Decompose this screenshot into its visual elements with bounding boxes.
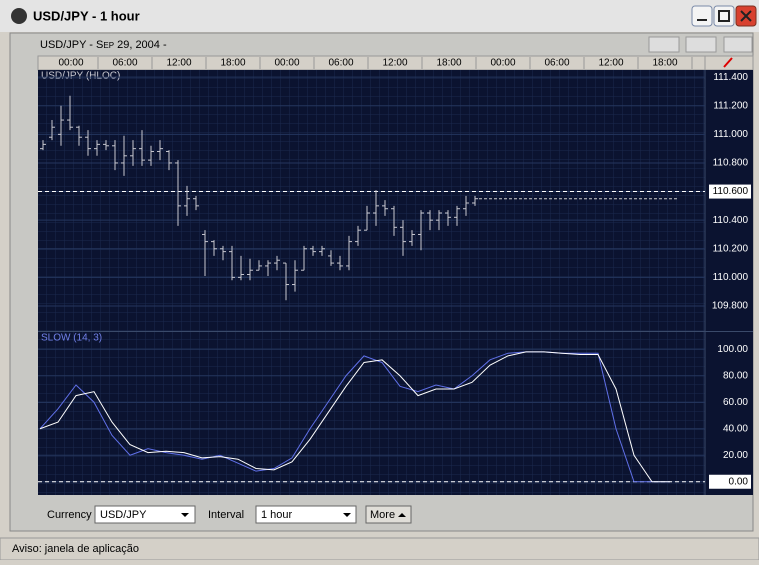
more-button[interactable] xyxy=(365,505,412,524)
y-tick-label: 40.00 xyxy=(723,423,748,434)
oscillator-grid xyxy=(38,332,705,495)
price-panel-label: USD/JPY (HLOC) xyxy=(41,71,120,82)
dropdown-arrow xyxy=(181,513,189,517)
time-label: 00:00 xyxy=(274,58,299,69)
time-label: 00:00 xyxy=(490,58,515,69)
time-label: 18:00 xyxy=(436,58,461,69)
price-grid xyxy=(38,70,705,331)
currency-value: USD/JPY xyxy=(100,509,147,521)
more-arrow xyxy=(398,513,406,517)
interval-value: 1 hour xyxy=(261,509,293,521)
y-tick-label: 110.200 xyxy=(713,243,749,254)
time-label: 12:00 xyxy=(382,58,407,69)
status-text: Aviso: janela de aplicação xyxy=(12,543,139,555)
maximize-button[interactable] xyxy=(713,5,735,27)
y-tick-label: 110.400 xyxy=(713,215,749,226)
y-tick-label: 110.600 xyxy=(713,186,749,197)
y-tick-label: 60.00 xyxy=(723,397,748,408)
time-label: 18:00 xyxy=(220,58,245,69)
app-icon xyxy=(11,8,27,24)
zoom-toggle[interactable] xyxy=(648,36,680,53)
y-tick-label: 110.800 xyxy=(713,158,749,169)
title-bar xyxy=(0,0,759,32)
highlight-box xyxy=(709,474,751,489)
currency-label: Currency xyxy=(47,509,92,521)
interval-select[interactable] xyxy=(255,505,357,524)
y-tick-label: 80.00 xyxy=(723,370,748,381)
y-tick-label: 110.000 xyxy=(713,272,749,283)
draw-tool-icon xyxy=(723,57,733,68)
dropdown-arrow xyxy=(343,513,351,517)
y-tick-label: 109.800 xyxy=(712,301,749,312)
minimize-button[interactable] xyxy=(691,5,713,27)
currency-select[interactable] xyxy=(94,505,196,524)
time-label: 12:00 xyxy=(166,58,191,69)
time-label: 06:00 xyxy=(544,58,569,69)
time-label: 06:00 xyxy=(328,58,353,69)
y-tick-label: 0.00 xyxy=(729,476,749,487)
y-tick-label: 100.00 xyxy=(717,344,748,355)
time-label: 00:00 xyxy=(58,58,83,69)
time-label: 18:00 xyxy=(652,58,677,69)
draw-tool[interactable] xyxy=(704,55,754,71)
scroll-buttons[interactable] xyxy=(723,36,753,53)
y-tick-label: 111.400 xyxy=(713,72,748,83)
y-tick-label: 111.000 xyxy=(713,129,748,140)
zoom-buttons[interactable] xyxy=(685,36,717,53)
time-label: 06:00 xyxy=(112,58,137,69)
window-button-glyphs xyxy=(697,10,752,22)
y-tick-label: 20.00 xyxy=(723,450,748,461)
window-title: USD/JPY - 1 hour xyxy=(33,8,140,23)
chart-header: USD/JPY - Sep 29, 2004 - xyxy=(40,39,167,51)
oscillator-line xyxy=(39,351,670,483)
time-label: 12:00 xyxy=(598,58,623,69)
y-tick-label: 111.200 xyxy=(713,100,748,111)
more-label: More xyxy=(370,509,395,521)
interval-label: Interval xyxy=(208,509,244,521)
highlight-box xyxy=(709,184,751,199)
oscillator-panel-label: SLOW (14, 3) xyxy=(41,333,102,344)
